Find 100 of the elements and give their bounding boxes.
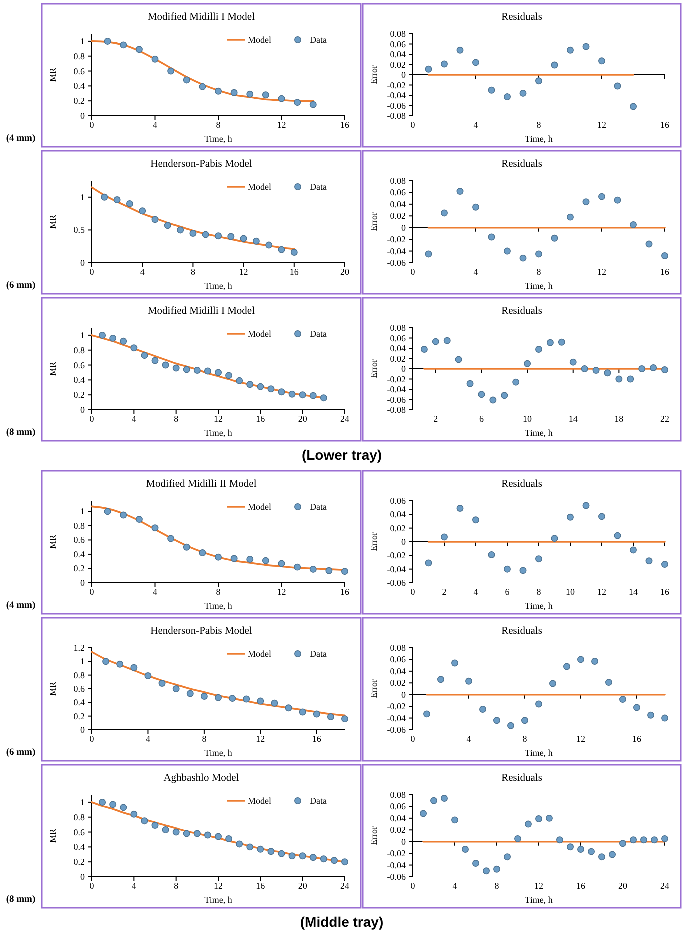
point xyxy=(588,848,595,856)
x-tick-label: 4 xyxy=(474,120,479,130)
x-tick-label: 16 xyxy=(312,734,322,744)
point xyxy=(299,852,306,860)
y-tick-label: -0.04 xyxy=(387,564,406,574)
point xyxy=(424,710,430,718)
point xyxy=(104,38,112,45)
point xyxy=(204,368,212,375)
y-axis-title: MR xyxy=(48,534,58,550)
x-tick-label: 16 xyxy=(290,267,300,277)
point xyxy=(215,694,222,702)
y-tick-label: -0.02 xyxy=(387,702,406,712)
point xyxy=(164,222,172,230)
x-tick-label: 4 xyxy=(146,734,151,744)
point xyxy=(104,508,112,516)
point xyxy=(278,850,286,858)
y-tick-label: -0.02 xyxy=(387,550,406,561)
y-tick-label: 0 xyxy=(80,578,86,588)
point xyxy=(578,846,584,853)
x-tick-label: 12 xyxy=(239,267,248,277)
point xyxy=(662,835,668,842)
point xyxy=(480,706,486,713)
x-tick-label: 16 xyxy=(340,120,350,130)
y-tick-label: 0.02 xyxy=(390,678,406,688)
point xyxy=(172,686,180,692)
point xyxy=(342,568,348,576)
y-tick-label: 0.4 xyxy=(74,81,86,92)
point xyxy=(183,76,190,84)
y-tick-label: 0.6 xyxy=(74,535,86,546)
chart-title: Residuals xyxy=(502,306,542,317)
y-tick-label: -0.04 xyxy=(387,713,406,724)
x-tick-label: 4 xyxy=(132,414,137,424)
point xyxy=(172,828,180,836)
point xyxy=(342,858,348,866)
point xyxy=(215,88,222,95)
x-tick-label: 20 xyxy=(298,414,308,424)
y-tick-label: 0.2 xyxy=(74,857,85,868)
x-tick-label: 16 xyxy=(632,734,642,744)
point xyxy=(285,704,292,712)
point xyxy=(246,844,254,851)
y-tick-label: 0.06 xyxy=(390,333,406,344)
x-tick-label: 16 xyxy=(340,587,350,597)
point xyxy=(488,86,496,94)
x-tick-label: 12 xyxy=(256,734,266,744)
x-tick-label: 24 xyxy=(660,881,670,891)
point xyxy=(120,512,128,519)
point xyxy=(455,356,462,364)
text: (6 mm) xyxy=(6,281,36,291)
point xyxy=(640,836,648,844)
point xyxy=(438,676,444,684)
point xyxy=(199,550,206,557)
point xyxy=(441,795,448,802)
point xyxy=(183,830,190,838)
point xyxy=(520,90,527,97)
point xyxy=(152,822,159,830)
point xyxy=(130,344,138,352)
point xyxy=(466,678,472,685)
y-axis-title: MR xyxy=(48,68,58,82)
point xyxy=(581,366,588,372)
point xyxy=(278,95,286,102)
point xyxy=(456,188,464,196)
y-tick-label: 0.8 xyxy=(74,670,86,680)
legend-label: Model xyxy=(248,649,272,659)
y-tick-label: 0.6 xyxy=(74,827,86,838)
y-tick-label: -0.04 xyxy=(387,384,406,394)
x-tick-label: 16 xyxy=(660,587,670,597)
point xyxy=(430,797,438,804)
y-tick-label: 0.06 xyxy=(390,188,406,198)
point xyxy=(646,240,653,248)
y-axis-title: MR xyxy=(48,828,58,844)
x-tick-label: 12 xyxy=(214,414,223,424)
point xyxy=(598,854,606,861)
point xyxy=(520,567,527,574)
y-tick-label: 0.4 xyxy=(74,375,86,386)
y-axis-title: MR xyxy=(48,682,58,696)
point xyxy=(230,89,238,96)
point xyxy=(536,346,542,354)
point xyxy=(598,193,606,200)
point xyxy=(514,835,522,842)
x-tick-label: 12 xyxy=(598,267,606,277)
point xyxy=(456,46,464,54)
legend-label: Model xyxy=(248,182,272,192)
text: (Middle tray) xyxy=(300,914,384,930)
y-tick-label: -0.06 xyxy=(387,258,406,268)
x-tick-label: 8 xyxy=(216,587,222,597)
point xyxy=(536,700,542,708)
point xyxy=(662,714,668,722)
point xyxy=(320,856,328,863)
x-tick-label: 16 xyxy=(256,414,266,424)
point xyxy=(524,360,532,368)
x-axis-title: Time, h xyxy=(204,895,233,905)
point xyxy=(550,680,556,688)
y-tick-label: 0 xyxy=(80,405,86,415)
point xyxy=(294,99,302,106)
point xyxy=(551,62,558,69)
point xyxy=(99,798,106,806)
point xyxy=(662,561,668,568)
point xyxy=(168,535,175,542)
point xyxy=(662,366,668,374)
point xyxy=(456,505,464,512)
